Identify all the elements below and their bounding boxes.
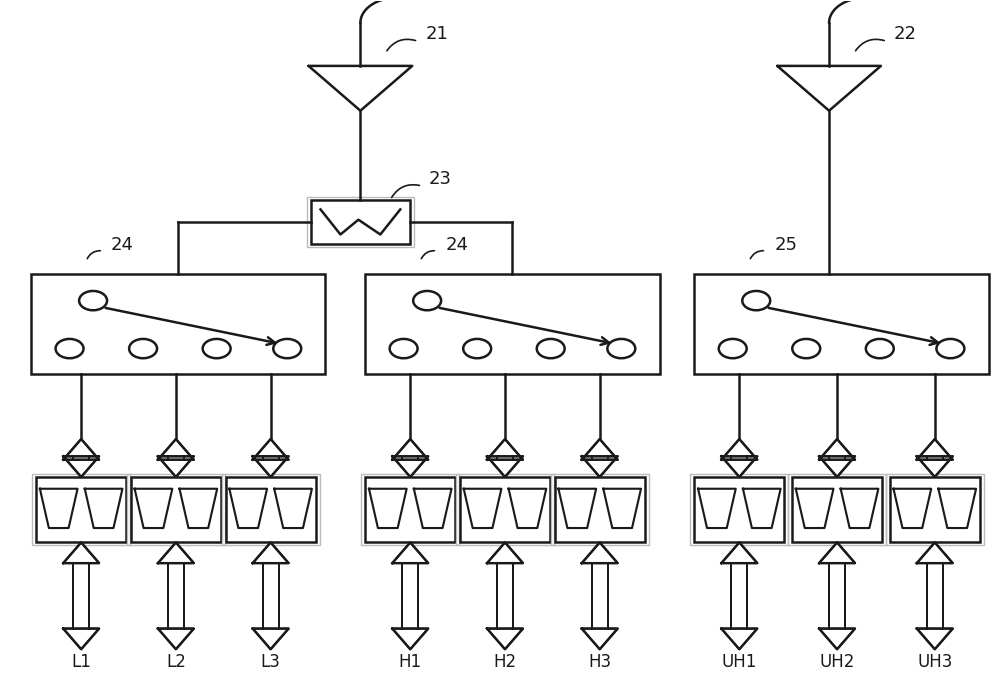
Polygon shape bbox=[582, 628, 618, 649]
Text: UH3: UH3 bbox=[917, 653, 952, 671]
Circle shape bbox=[56, 339, 84, 358]
Bar bbox=[31, 273, 325, 374]
Polygon shape bbox=[819, 439, 855, 459]
Text: L2: L2 bbox=[166, 653, 186, 671]
Text: H1: H1 bbox=[399, 653, 422, 671]
Polygon shape bbox=[721, 628, 757, 649]
Bar bbox=[555, 477, 645, 543]
Circle shape bbox=[719, 339, 747, 358]
Polygon shape bbox=[392, 628, 428, 649]
Text: L1: L1 bbox=[71, 653, 91, 671]
Bar bbox=[456, 474, 554, 545]
Polygon shape bbox=[917, 628, 953, 649]
Polygon shape bbox=[63, 543, 99, 563]
Bar bbox=[361, 474, 459, 545]
Polygon shape bbox=[253, 456, 289, 477]
Bar bbox=[36, 477, 126, 543]
Circle shape bbox=[463, 339, 491, 358]
Bar bbox=[690, 474, 788, 545]
Text: UH2: UH2 bbox=[819, 653, 855, 671]
Circle shape bbox=[79, 291, 107, 310]
Polygon shape bbox=[917, 456, 953, 477]
Bar bbox=[311, 199, 410, 244]
Text: L3: L3 bbox=[261, 653, 281, 671]
Circle shape bbox=[742, 291, 770, 310]
Polygon shape bbox=[582, 543, 618, 563]
Circle shape bbox=[203, 339, 231, 358]
Text: UH1: UH1 bbox=[722, 653, 757, 671]
Bar bbox=[222, 474, 320, 545]
Circle shape bbox=[792, 339, 820, 358]
Text: 21: 21 bbox=[425, 26, 448, 44]
Polygon shape bbox=[63, 628, 99, 649]
Polygon shape bbox=[392, 543, 428, 563]
Text: 24: 24 bbox=[111, 235, 134, 253]
Polygon shape bbox=[158, 456, 194, 477]
Polygon shape bbox=[582, 456, 618, 477]
Polygon shape bbox=[158, 439, 194, 459]
Polygon shape bbox=[158, 628, 194, 649]
Polygon shape bbox=[819, 456, 855, 477]
Polygon shape bbox=[582, 439, 618, 459]
Bar bbox=[460, 477, 550, 543]
Polygon shape bbox=[721, 439, 757, 459]
Bar bbox=[307, 197, 414, 247]
Polygon shape bbox=[917, 439, 953, 459]
Circle shape bbox=[537, 339, 565, 358]
Polygon shape bbox=[819, 628, 855, 649]
Text: 23: 23 bbox=[428, 170, 451, 188]
Circle shape bbox=[936, 339, 964, 358]
Bar bbox=[226, 477, 316, 543]
Circle shape bbox=[413, 291, 441, 310]
Bar bbox=[792, 477, 882, 543]
Polygon shape bbox=[392, 456, 428, 477]
Bar bbox=[365, 477, 455, 543]
Circle shape bbox=[273, 339, 301, 358]
Circle shape bbox=[607, 339, 635, 358]
Bar bbox=[32, 474, 130, 545]
Text: 22: 22 bbox=[894, 26, 917, 44]
Circle shape bbox=[129, 339, 157, 358]
Polygon shape bbox=[721, 543, 757, 563]
Polygon shape bbox=[253, 543, 289, 563]
Polygon shape bbox=[63, 456, 99, 477]
Polygon shape bbox=[819, 543, 855, 563]
Polygon shape bbox=[487, 628, 523, 649]
Bar bbox=[788, 474, 886, 545]
Bar bbox=[551, 474, 649, 545]
Text: 24: 24 bbox=[445, 235, 468, 253]
Bar bbox=[886, 474, 984, 545]
Bar bbox=[890, 477, 980, 543]
Polygon shape bbox=[158, 543, 194, 563]
Polygon shape bbox=[917, 543, 953, 563]
Polygon shape bbox=[392, 439, 428, 459]
Bar bbox=[131, 477, 221, 543]
Polygon shape bbox=[63, 439, 99, 459]
Polygon shape bbox=[253, 439, 289, 459]
Polygon shape bbox=[487, 456, 523, 477]
Polygon shape bbox=[721, 456, 757, 477]
Polygon shape bbox=[487, 543, 523, 563]
Bar bbox=[694, 273, 989, 374]
Polygon shape bbox=[253, 628, 289, 649]
Bar bbox=[127, 474, 225, 545]
Text: H3: H3 bbox=[588, 653, 611, 671]
Circle shape bbox=[866, 339, 894, 358]
Polygon shape bbox=[487, 439, 523, 459]
Bar bbox=[365, 273, 660, 374]
Text: H2: H2 bbox=[493, 653, 517, 671]
Bar bbox=[694, 477, 784, 543]
Circle shape bbox=[390, 339, 418, 358]
Text: 25: 25 bbox=[774, 235, 797, 253]
